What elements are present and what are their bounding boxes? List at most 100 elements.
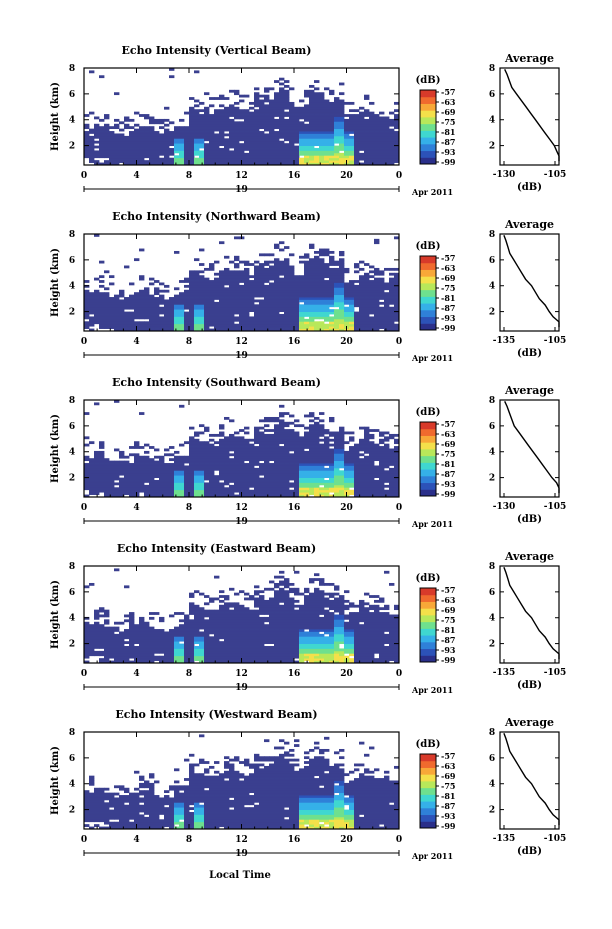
heatmap-cell <box>309 412 315 415</box>
heatmap-cell <box>284 263 290 266</box>
heatmap-cell <box>84 480 90 483</box>
heatmap-cell <box>374 326 380 329</box>
heatmap-cell <box>84 150 90 154</box>
heatmap-cell <box>254 160 260 163</box>
heatmap-cell <box>304 292 310 296</box>
heatmap-cell <box>159 301 165 305</box>
heatmap-cell <box>324 431 330 435</box>
heatmap-cell <box>239 155 245 159</box>
heatmap-cell <box>239 321 245 325</box>
heatmap-cell <box>94 636 100 640</box>
heatmap-cell <box>89 138 95 142</box>
heatmap-cell <box>149 314 155 317</box>
heatmap-cell <box>344 472 350 476</box>
heatmap-cell <box>179 465 185 469</box>
heatmap-cell <box>334 467 340 471</box>
heatmap-cell <box>244 450 250 454</box>
heatmap-cell <box>349 316 355 320</box>
heatmap-cell <box>119 472 125 476</box>
heatmap-cell <box>344 477 350 481</box>
heatmap-cell <box>214 287 220 291</box>
heatmap-cell <box>144 328 150 332</box>
heatmap-cell <box>324 323 330 327</box>
heatmap-cell <box>239 128 245 132</box>
heatmap-cell <box>339 114 345 117</box>
heatmap-cell <box>299 135 305 139</box>
heatmap-cell <box>134 460 140 464</box>
heatmap-cell <box>274 109 280 113</box>
colorbar-swatch <box>420 482 436 490</box>
heatmap-cell <box>224 116 230 120</box>
heatmap-cell <box>129 475 135 478</box>
heatmap-cell <box>114 323 120 327</box>
heatmap-cell <box>99 294 105 298</box>
heatmap-cell <box>349 323 355 327</box>
heatmap-cell <box>134 489 140 493</box>
heatmap-cell <box>359 162 365 166</box>
heatmap-cell <box>319 160 325 163</box>
heatmap-cell <box>119 309 125 312</box>
heatmap-cell <box>344 289 350 293</box>
heatmap-cell <box>329 150 335 154</box>
heatmap-cell <box>184 655 190 659</box>
heatmap-cell <box>159 638 165 642</box>
heatmap-cell <box>369 297 375 300</box>
heatmap-cell <box>199 270 205 274</box>
heatmap-cell <box>179 472 185 476</box>
heatmap-cell <box>269 277 275 281</box>
heatmap-cell <box>359 472 365 476</box>
heatmap-cell <box>209 263 215 266</box>
heatmap-cell <box>239 465 245 469</box>
heatmap-cell <box>329 89 335 93</box>
heatmap-cell <box>354 155 360 159</box>
heatmap-cell <box>104 494 110 498</box>
heatmap-cell <box>239 99 245 103</box>
heatmap-cell <box>84 636 90 640</box>
heatmap-cell <box>129 633 135 637</box>
heatmap-cell <box>194 311 200 315</box>
heatmap-cell <box>184 138 190 142</box>
colorbar-tick-label: -93 <box>441 479 456 489</box>
heatmap-cell <box>194 472 200 476</box>
profile-y-tick-label: 2 <box>489 474 495 484</box>
heatmap-cell <box>269 152 275 156</box>
heatmap-cell <box>244 128 250 132</box>
heatmap-cell <box>259 284 265 288</box>
heatmap-cell <box>339 465 345 469</box>
heatmap-cell <box>254 487 260 491</box>
heatmap-cell <box>149 328 155 332</box>
heatmap-cell <box>314 314 320 317</box>
heatmap-cell <box>304 472 310 476</box>
heatmap-cell <box>139 631 145 635</box>
heatmap-cell <box>184 492 190 495</box>
heatmap-cell <box>249 318 255 322</box>
heatmap-cell <box>299 472 305 476</box>
heatmap-cell <box>319 309 325 312</box>
heatmap-cell <box>224 472 230 476</box>
heatmap-cell <box>334 465 340 469</box>
heatmap-cell <box>199 311 205 315</box>
heatmap-cell <box>329 155 335 159</box>
heatmap-cell <box>304 289 310 293</box>
heatmap-cell <box>394 121 400 125</box>
heatmap-cell <box>364 311 370 315</box>
heatmap-cell <box>194 258 200 262</box>
heatmap-cell <box>94 321 100 325</box>
heatmap-cell <box>334 480 340 483</box>
heatmap-cell <box>224 465 230 469</box>
heatmap-cell <box>304 131 310 134</box>
heatmap-cell <box>309 162 315 166</box>
heatmap-cell <box>149 301 155 305</box>
heatmap-cell <box>279 306 285 310</box>
heatmap-cell <box>359 116 365 120</box>
heatmap-cell <box>134 472 140 476</box>
heatmap-cell <box>309 311 315 315</box>
heatmap-cell <box>394 275 400 279</box>
heatmap-cell <box>319 480 325 483</box>
heatmap-cell <box>384 299 390 303</box>
heatmap-cell <box>389 326 395 329</box>
heatmap-cell <box>109 138 115 142</box>
heatmap-cell <box>299 297 305 300</box>
heatmap-cell <box>384 465 390 469</box>
heatmap-cell <box>379 277 385 281</box>
